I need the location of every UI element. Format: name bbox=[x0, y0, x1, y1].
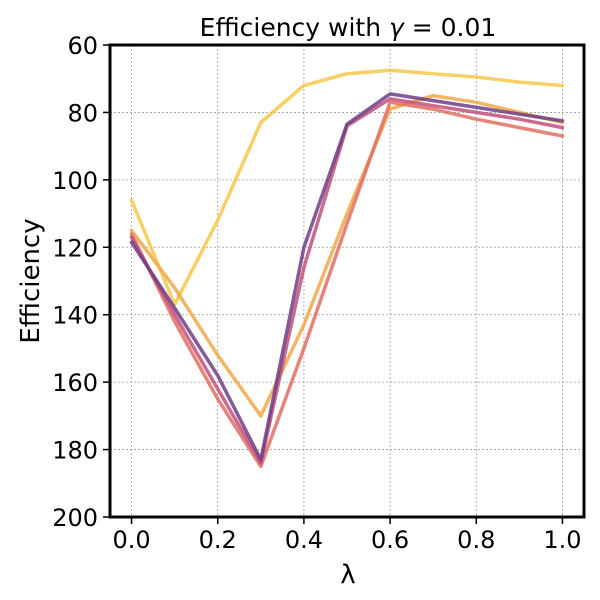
y-axis-label: Efficiency bbox=[16, 218, 46, 343]
x-tick-label: 0.8 bbox=[457, 526, 495, 554]
x-tick-label: 0.2 bbox=[199, 526, 237, 554]
y-tick-label: 80 bbox=[67, 99, 98, 127]
title-prefix: Efficiency with bbox=[200, 13, 389, 42]
plot-frame bbox=[108, 43, 586, 519]
x-tick-label: 0.0 bbox=[112, 526, 150, 554]
title-suffix: = 0.01 bbox=[404, 13, 497, 42]
chart-title: Efficiency with γ = 0.01 bbox=[200, 13, 497, 42]
y-tick-label: 180 bbox=[52, 437, 98, 465]
x-tick-label: 0.4 bbox=[285, 526, 323, 554]
series-group bbox=[129, 68, 565, 469]
y-tick-label: 160 bbox=[52, 369, 98, 397]
series-line-series-2 bbox=[129, 93, 565, 418]
x-axis-label: λ bbox=[340, 560, 355, 590]
axis-ticks: 0.0 0.2 0.4 0.6 0.8 1.0 60 80 100 120 140 160 180 200 bbox=[52, 32, 581, 554]
series-line-series-5 bbox=[129, 92, 565, 462]
series-line-series-1 bbox=[129, 68, 565, 307]
x-tick-label: 1.0 bbox=[543, 526, 581, 554]
y-tick-label: 120 bbox=[52, 234, 98, 262]
y-tick-label: 140 bbox=[52, 302, 98, 330]
series-line-series-3 bbox=[129, 100, 565, 469]
grid bbox=[110, 44, 584, 518]
y-tick-label: 60 bbox=[67, 32, 98, 60]
x-tick-label: 0.6 bbox=[371, 526, 409, 554]
y-tick-label: 200 bbox=[52, 504, 98, 532]
title-gamma-symbol: γ bbox=[389, 13, 405, 42]
y-tick-label: 100 bbox=[52, 167, 98, 195]
